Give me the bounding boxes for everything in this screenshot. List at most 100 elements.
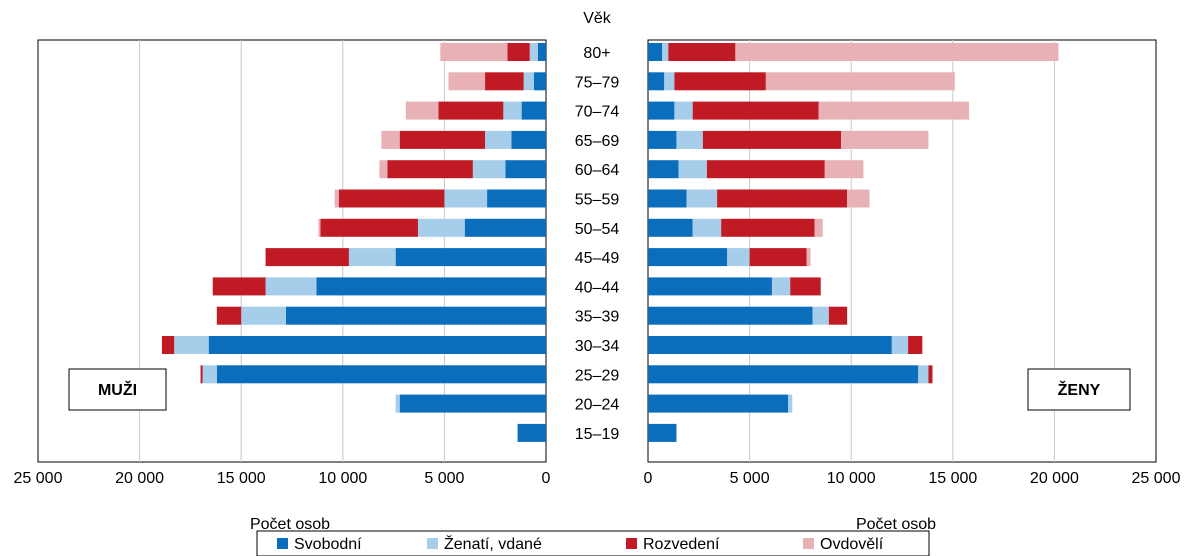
legend-swatch: [277, 538, 288, 549]
women-bar-segment: [676, 130, 703, 149]
men-bar-segment: [521, 101, 546, 120]
men-label: MUŽI: [98, 380, 137, 399]
age-category-label: 25–29: [575, 367, 620, 384]
men-bar-segment: [265, 248, 349, 267]
women-x-axis: 0 5 000 10 000 15 000 20 000 25 000: [644, 470, 1181, 487]
women-bar-segment: [721, 218, 815, 237]
men-bar-segment: [399, 130, 486, 149]
women-bar-segment: [648, 306, 813, 325]
men-label-box: MUŽI: [68, 368, 167, 411]
women-label-box: ŽENY: [1027, 368, 1131, 411]
age-category-label: 30–34: [575, 338, 620, 355]
women-bar-segment: [814, 218, 823, 237]
women-bar-segment: [648, 277, 772, 296]
women-bar-segment: [692, 101, 819, 120]
women-bar-segment: [648, 394, 789, 413]
legend-swatch: [803, 538, 814, 549]
men-xlabel: Počet osob: [250, 516, 330, 533]
women-tick-label: 25 000: [1132, 470, 1181, 487]
women-label: ŽENY: [1058, 380, 1101, 399]
women-bar-segment: [891, 336, 909, 354]
men-bar-segment: [200, 365, 203, 384]
women-tick-label: 20 000: [1030, 470, 1079, 487]
men-bar-segment: [485, 72, 524, 91]
men-bar-segment: [503, 101, 522, 120]
men-bar-segment: [381, 130, 400, 149]
women-bar-segment: [648, 160, 679, 179]
women-bar-segment: [928, 365, 933, 384]
age-category-label: 55–59: [575, 192, 620, 209]
legend: Svobodní Ženatí, vdané Rozvedení Ovdovělí: [256, 530, 930, 556]
men-bar-segment: [399, 394, 546, 413]
men-tick-label: 20 000: [115, 470, 164, 487]
age-category-label: 45–49: [575, 250, 620, 267]
women-bar-segment: [818, 101, 970, 120]
women-bar-segment: [674, 72, 766, 91]
age-category-label: 60–64: [575, 162, 620, 179]
men-bar-segment: [537, 43, 546, 61]
women-bar-segment: [706, 160, 825, 179]
women-bar-segment: [648, 336, 892, 354]
women-bar-segment: [765, 72, 955, 91]
men-tick-label: 25 000: [14, 470, 63, 487]
men-bar-segment: [320, 218, 418, 237]
women-bar-segment: [908, 336, 923, 354]
women-bar-segment: [648, 189, 687, 208]
men-tick-label: 10 000: [318, 470, 367, 487]
women-tick-label: 10 000: [827, 470, 876, 487]
men-bar-segment: [379, 160, 388, 179]
men-bar-segment: [208, 336, 547, 354]
age-category-label: 35–39: [575, 309, 620, 326]
women-bar-segment: [664, 72, 675, 91]
women-bar-segment: [686, 189, 718, 208]
women-bar-segment: [648, 72, 665, 91]
men-bar-segment: [348, 248, 396, 267]
legend-swatch: [626, 538, 637, 549]
men-bar-segment: [318, 218, 321, 237]
men-bar-segment: [472, 160, 506, 179]
men-bar-segment: [387, 160, 473, 179]
men-bar-segment: [316, 277, 546, 296]
women-bar-segment: [648, 43, 663, 61]
men-bar-segment: [338, 189, 445, 208]
women-bar-segment: [674, 101, 693, 120]
women-bar-segment: [717, 189, 848, 208]
age-category-label: 50–54: [575, 221, 620, 238]
women-bar-segment: [847, 189, 870, 208]
women-bar-segment: [678, 160, 707, 179]
women-bar-segment: [788, 394, 793, 413]
women-bar-segment: [648, 218, 693, 237]
legend-entry: Rozvedení: [643, 536, 720, 553]
age-category-label: 75–79: [575, 74, 620, 91]
men-bar-segment: [507, 43, 530, 61]
men-bar-segment: [161, 336, 175, 354]
men-bar-segment: [464, 218, 546, 237]
women-bar-segment: [812, 306, 829, 325]
men-bar-segment: [241, 306, 286, 325]
legend-entry: Ovdovělí: [820, 536, 884, 553]
women-tick-label: 15 000: [928, 470, 977, 487]
women-tick-label: 0: [644, 470, 653, 487]
women-bar-segment: [790, 277, 821, 296]
men-bar-segment: [485, 130, 512, 149]
women-panel: [647, 39, 1157, 463]
age-category-label: 65–69: [575, 133, 620, 150]
legend-entry: Svobodní: [294, 536, 362, 553]
men-bar-segment: [202, 365, 217, 384]
legend-swatch: [427, 538, 438, 549]
men-bar-segment: [523, 72, 534, 91]
women-bar-segment: [735, 43, 1059, 61]
women-bar-segment: [824, 160, 864, 179]
men-bar-segment: [395, 248, 546, 267]
men-bar-segment: [216, 306, 242, 325]
men-bar-segment: [505, 160, 546, 179]
women-bar-segment: [771, 277, 791, 296]
age-labels: Věk 80+ 75–79 70–74 65–69 60–64 55–59 50–54 45–…: [575, 10, 620, 443]
men-bar-segment: [487, 189, 546, 208]
women-bar-segment: [662, 43, 669, 61]
men-bar-segment: [265, 277, 317, 296]
men-bar-segment: [417, 218, 465, 237]
women-bar-segment: [648, 101, 675, 120]
men-bar-segment: [405, 101, 439, 120]
men-bar-segment: [533, 72, 546, 91]
